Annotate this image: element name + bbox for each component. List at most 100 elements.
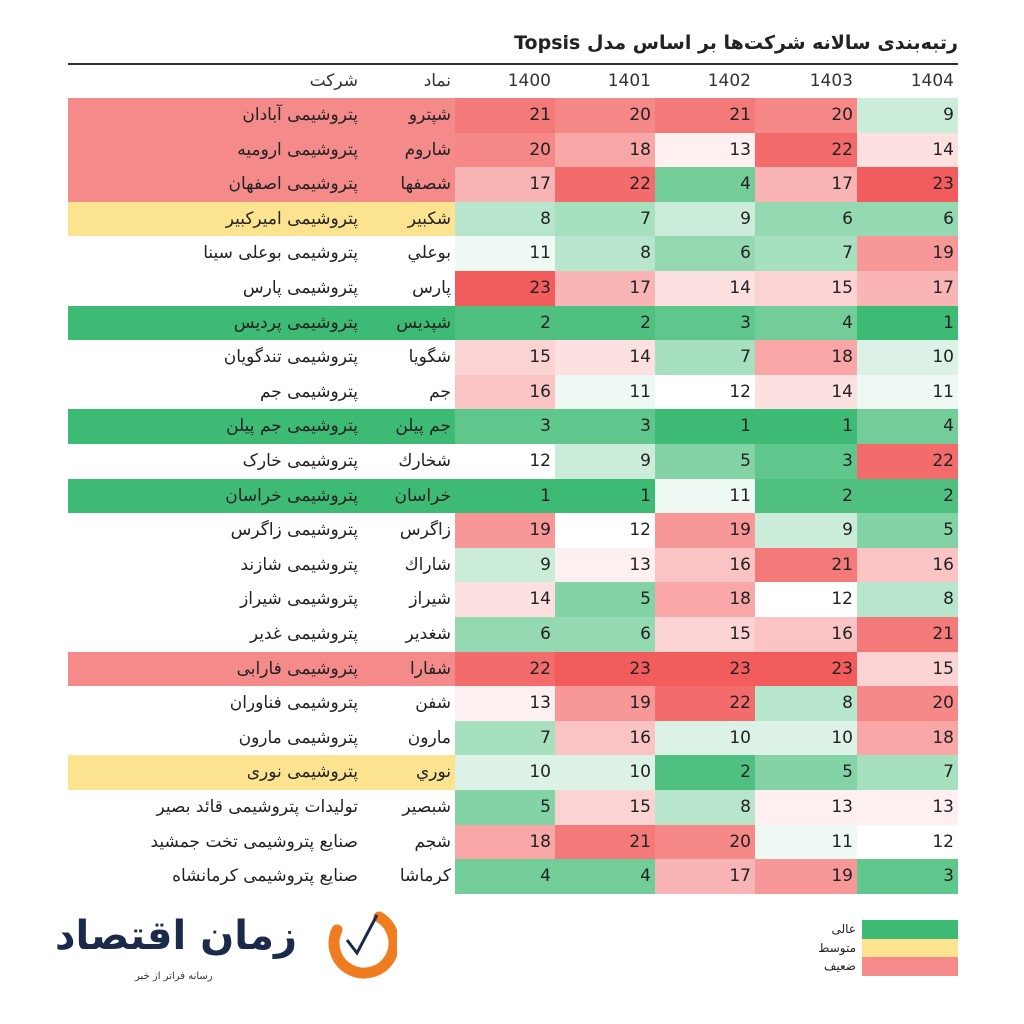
company-symbol: شصفها	[362, 167, 455, 202]
table-row: پتروشیمی خراسان خراسان 1 1 11 2 2	[68, 478, 958, 514]
rank-cell-1402: 9	[655, 201, 755, 237]
table-row: پتروشیمی نوری نوري 10 10 2 5 7	[68, 755, 958, 790]
rank-cell-1402: 7	[655, 340, 755, 375]
rank-cell-1400: 18	[455, 824, 555, 860]
company-symbol: شاراك	[404, 554, 451, 575]
rank-cell-1403: 6	[755, 201, 857, 237]
rank-cell-1404: 18	[857, 720, 958, 756]
rank-cell-1404: 23	[857, 167, 958, 202]
rank-cell-1400: 12	[455, 444, 555, 479]
rank-cell-1401: 16	[555, 720, 655, 756]
company-name: پتروشیمی پارس	[242, 278, 358, 298]
rank-cell-1400: 21	[455, 98, 555, 133]
company-name: صنایع پتروشیمی کرمانشاه	[172, 866, 358, 887]
company-symbol: نوري	[362, 755, 455, 790]
rank-cell-1400: 3	[455, 409, 555, 444]
company-name: پتروشیمی بوعلی سینا	[203, 243, 358, 264]
rank-cell-1400: 7	[455, 720, 555, 756]
rank-cell-1401: 23	[555, 651, 655, 687]
header-year-1402: 1402	[707, 71, 751, 91]
table-row: پتروشیمی غدیر شغدیر 6 6 15 16 21	[68, 617, 958, 652]
table-row: پتروشیمی پارس پارس 23 17 14 15 17	[68, 271, 958, 306]
company-name: پتروشیمی تندگویان	[223, 347, 358, 368]
company-name: تولیدات پتروشیمی قائد بصیر	[156, 797, 358, 817]
rank-cell-1401: 6	[555, 617, 655, 652]
rank-cell-1404: 5	[857, 513, 958, 548]
company-symbol: جم	[429, 381, 451, 402]
rank-cell-1403: 9	[755, 513, 857, 548]
rank-cell-1404: 2	[857, 478, 958, 514]
company-symbol: کرماشا	[399, 866, 451, 887]
rank-cell-1400: 4	[455, 859, 555, 894]
company-symbol: شغدیر	[405, 624, 451, 644]
company-name: پتروشیمی فارابی	[68, 651, 362, 687]
table-row: پتروشیمی امیرکبیر شکبیر 8 7 9 6 6	[68, 201, 958, 237]
rank-cell-1401: 5	[555, 582, 655, 617]
rank-cell-1400: 10	[455, 755, 555, 790]
company-symbol: شفن	[415, 693, 451, 714]
company-symbol: جم پیلن	[362, 409, 455, 444]
company-symbol: شخارك	[398, 451, 451, 471]
table-row: پتروشیمی ارومیه شاروم 20 18 13 22 14	[68, 132, 958, 168]
rank-cell-1402: 20	[655, 824, 755, 860]
rank-cell-1404: 1	[857, 305, 958, 341]
rank-cell-1402: 11	[655, 478, 755, 514]
rank-cell-1403: 1	[755, 409, 857, 444]
title-divider	[68, 63, 958, 65]
rank-cell-1403: 23	[755, 651, 857, 687]
table-row: پتروشیمی شیراز شیراز 14 5 18 12 8	[68, 582, 958, 617]
rank-cell-1402: 15	[655, 617, 755, 652]
rank-cell-1403: 4	[755, 305, 857, 341]
rank-cell-1401: 2	[555, 305, 655, 341]
rank-cell-1403: 11	[755, 824, 857, 860]
rank-cell-1403: 5	[755, 755, 857, 790]
rank-cell-1404: 10	[857, 340, 958, 375]
header-year-1404: 1404	[910, 71, 954, 91]
rank-cell-1401: 22	[555, 167, 655, 202]
rank-cell-1403: 20	[755, 98, 857, 133]
legend: عالی متوسط ضعیف	[818, 920, 958, 976]
table-row: پتروشیمی جم جم 16 11 12 14 11	[68, 374, 958, 410]
rank-cell-1401: 3	[555, 409, 655, 444]
rank-cell-1400: 19	[455, 513, 555, 548]
company-symbol: شکبیر	[362, 201, 455, 237]
header-year-1400: 1400	[507, 71, 551, 91]
rank-cell-1400: 16	[455, 374, 555, 410]
company-name: پتروشیمی مارون	[238, 727, 358, 748]
legend-item-low: ضعیف	[824, 957, 958, 976]
company-name: پتروشیمی پردیس	[68, 305, 362, 341]
rank-cell-1403: 21	[755, 547, 857, 583]
clock-swoosh-icon	[328, 911, 397, 979]
rank-cell-1401: 4	[555, 859, 655, 894]
rank-cell-1401: 17	[555, 271, 655, 306]
table-row: تولیدات پتروشیمی قائد بصیر شبصیر 5 15 8 13 13	[68, 790, 958, 825]
rank-cell-1401: 10	[555, 755, 655, 790]
rank-cell-1402: 3	[655, 305, 755, 341]
rank-cell-1401: 14	[555, 340, 655, 375]
header-year-1401: 1401	[607, 71, 651, 91]
table-row: صنایع پتروشیمی تخت جمشید شجم 18 21 20 11 12	[68, 824, 958, 860]
table-row: پتروشیمی تندگویان شگویا 15 14 7 18 10	[68, 340, 958, 375]
rank-cell-1403: 12	[755, 582, 857, 617]
rank-cell-1400: 22	[455, 651, 555, 687]
rank-cell-1404: 22	[857, 444, 958, 479]
company-name: پتروشیمی غدیر	[249, 624, 358, 644]
rank-cell-1404: 8	[857, 582, 958, 617]
rank-cell-1401: 18	[555, 132, 655, 168]
company-symbol: مارون	[407, 727, 451, 748]
company-name: پتروشیمی شیراز	[240, 589, 358, 610]
rank-cell-1404: 9	[857, 98, 958, 133]
legend-label: عالی	[831, 922, 856, 936]
rank-cell-1403: 8	[755, 686, 857, 721]
rank-cell-1402: 16	[655, 547, 755, 583]
rank-cell-1402: 18	[655, 582, 755, 617]
company-name: پتروشیمی جم	[259, 381, 358, 402]
rank-cell-1403: 2	[755, 478, 857, 514]
table-row: پتروشیمی فناوران شفن 13 19 22 8 20	[68, 686, 958, 721]
table-row: پتروشیمی بوعلی سینا بوعلي 11 8 6 7 19	[68, 236, 958, 271]
rank-cell-1404: 7	[857, 755, 958, 790]
logo-wordmark: زمان اقتصاد	[55, 913, 298, 959]
rank-cell-1402: 10	[655, 720, 755, 756]
company-name: پتروشیمی جم پیلن	[68, 409, 362, 444]
rank-cell-1400: 17	[455, 167, 555, 202]
